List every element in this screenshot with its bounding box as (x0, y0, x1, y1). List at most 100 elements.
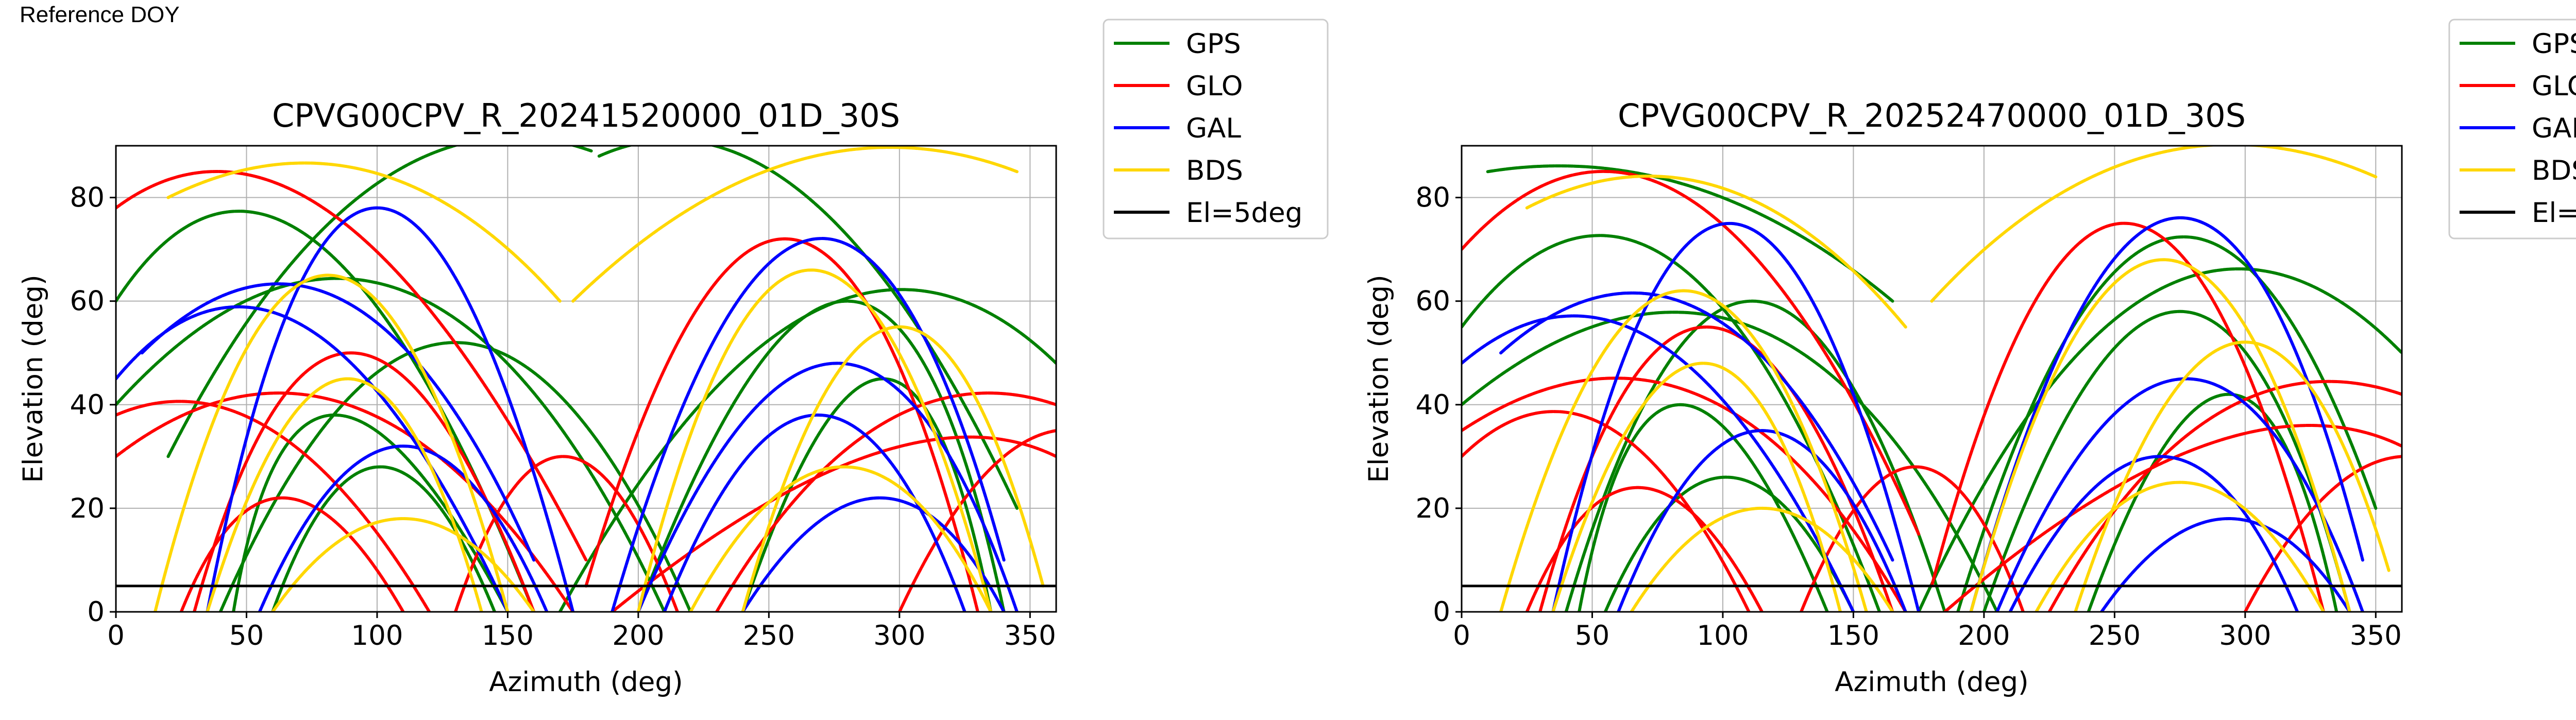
x-axis-label: Azimuth (deg) (489, 666, 683, 698)
legend-label: BDS (2532, 155, 2576, 186)
track-glo (116, 391, 575, 612)
chart-title: CPVG00CPV_R_20241520000_01D_30S (272, 97, 900, 134)
chart-title: CPVG00CPV_R_20252470000_01D_30S (1618, 97, 2246, 134)
track-gps (166, 146, 593, 458)
track-glo (897, 429, 1056, 612)
y-tick-label: 0 (1433, 596, 1450, 628)
track-bds (1930, 146, 2378, 303)
track-gal (2100, 517, 2351, 612)
y-tick-label: 80 (70, 182, 105, 214)
track-gal (2008, 455, 2299, 612)
legend-label: El=5deg (2532, 197, 2576, 229)
track-bds (271, 517, 536, 612)
track-bds (154, 273, 510, 612)
x-tick-label: 350 (2350, 620, 2402, 652)
plot-frame (1461, 145, 2403, 613)
legend-label: BDS (1186, 155, 1243, 186)
track-gps (1578, 403, 1829, 612)
track-gal (116, 305, 510, 612)
x-tick-label: 200 (1958, 620, 2010, 652)
track-gps (2087, 392, 2338, 612)
track-gps (1956, 235, 2378, 612)
track-gal (1551, 221, 1921, 612)
track-bds (166, 161, 562, 303)
track-glo (179, 496, 405, 612)
axis-ticks: 0 50 100 150 200 250 300 350 0 20 40 60 80 (70, 182, 1056, 652)
track-gal (1462, 314, 1855, 612)
y-axis-label: Elevation (deg) (1363, 275, 1395, 483)
x-tick-label: 50 (1575, 620, 1609, 652)
legend-box (1103, 19, 1329, 239)
y-tick-label: 60 (1416, 286, 1450, 317)
x-tick-label: 250 (743, 620, 795, 652)
track-bds (571, 146, 1019, 303)
track-glo (116, 169, 588, 562)
legend-label: GAL (1186, 113, 1241, 144)
x-tick-label: 350 (1004, 620, 1056, 652)
track-bds (2074, 340, 2391, 612)
reference-doy-label: Reference DOY (20, 2, 180, 27)
satellite-tracks (1462, 146, 2402, 612)
track-glo (1462, 410, 1751, 612)
y-tick-label: 20 (1416, 493, 1450, 524)
legend-label: El=5deg (1186, 197, 1302, 229)
x-tick-label: 0 (107, 620, 125, 652)
x-axis-label: Azimuth (deg) (1835, 666, 2029, 698)
track-glo (193, 351, 536, 612)
track-glo (2243, 455, 2402, 612)
track-glo (1462, 169, 1921, 536)
y-tick-label: 80 (1416, 182, 1450, 214)
x-tick-label: 50 (229, 620, 264, 652)
legend-label: GPS (1186, 28, 1241, 60)
track-gal (1617, 429, 1907, 612)
track-gal (1499, 291, 1894, 562)
track-bds (1969, 258, 2351, 612)
track-gps (1564, 299, 1946, 612)
track-gal (1995, 377, 2364, 612)
track-bds (1630, 507, 1894, 612)
satellite-tracks (116, 146, 1056, 612)
track-gal (741, 496, 1006, 612)
x-tick-label: 150 (1827, 620, 1879, 652)
x-tick-label: 200 (612, 620, 664, 652)
track-gal (663, 413, 967, 612)
plot-frame (115, 145, 1057, 613)
legend-panel-1: GPS GLO GAL BDS El=5deg (1103, 19, 1329, 239)
chart-panel-2: CPVG00CPV_R_20252470000_01D_30S 0 50 100 15… (1363, 97, 2403, 698)
track-gps (1462, 311, 1999, 612)
track-gal (206, 206, 575, 612)
y-tick-label: 40 (1416, 389, 1450, 421)
x-tick-label: 300 (2219, 620, 2271, 652)
track-glo (1930, 221, 2325, 612)
x-tick-label: 250 (2089, 620, 2141, 652)
track-gal (1969, 216, 2364, 612)
track-gal (611, 237, 1006, 612)
track-gps (116, 277, 666, 612)
track-glo (2047, 380, 2402, 612)
y-axis-label: Elevation (deg) (18, 275, 49, 483)
track-gps (636, 299, 1006, 612)
track-gps (597, 146, 1019, 510)
legend-panel-2: GPS GLO GAL BDS El=5deg (2448, 19, 2576, 239)
track-bds (1525, 175, 1907, 329)
track-gal (140, 282, 536, 562)
legend-label: GPS (2532, 28, 2576, 60)
track-glo (116, 400, 431, 612)
y-tick-label: 60 (70, 286, 105, 317)
x-tick-label: 150 (482, 620, 534, 652)
track-gps (1603, 475, 1855, 612)
track-bds (689, 465, 993, 612)
track-bds (1499, 289, 1868, 612)
track-bds (741, 325, 1045, 612)
x-tick-label: 0 (1453, 620, 1470, 652)
track-bds (1551, 362, 1842, 612)
x-tick-label: 100 (351, 620, 403, 652)
x-tick-label: 300 (873, 620, 925, 652)
y-tick-label: 0 (87, 596, 105, 628)
axis-ticks: 0 50 100 150 200 250 300 350 0 20 40 60 80 (1416, 182, 2402, 652)
track-glo (611, 435, 1056, 612)
track-bds (636, 268, 993, 612)
legend-label: GLO (1186, 71, 1243, 102)
track-gal (636, 362, 1019, 612)
